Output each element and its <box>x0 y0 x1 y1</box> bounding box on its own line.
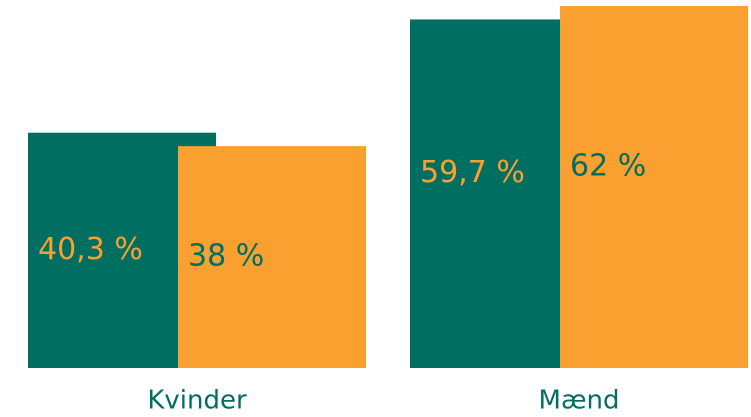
value-label: 59,7 % <box>420 155 525 190</box>
value-label: 40,3 % <box>38 232 143 267</box>
bar <box>560 6 748 368</box>
x-tick-label: Kvinder <box>147 386 247 416</box>
value-label: 38 % <box>188 239 264 274</box>
x-tick-label: Mænd <box>539 386 620 416</box>
bar <box>178 146 366 368</box>
value-label: 62 % <box>570 149 646 184</box>
